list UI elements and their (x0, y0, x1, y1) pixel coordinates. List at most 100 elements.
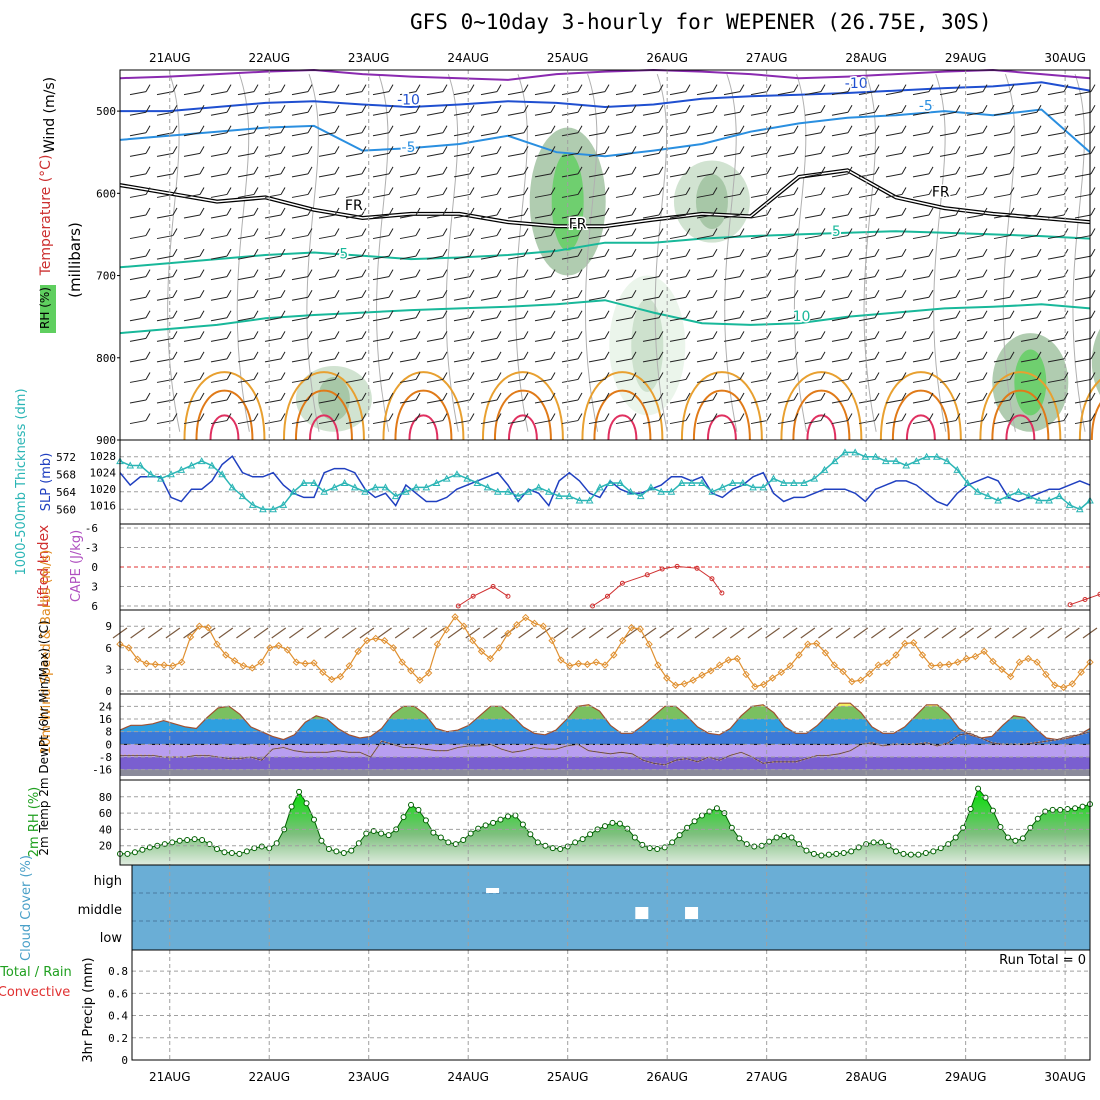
wind-barb (669, 399, 687, 404)
wind-barb (588, 152, 606, 157)
wind-speed-point (768, 674, 777, 682)
warm-isotherm-arc (408, 414, 439, 441)
wind-barb-flag (415, 413, 421, 421)
wind-barb-flag (577, 104, 583, 113)
wind-barb-flag (658, 146, 664, 154)
wind-barb (642, 132, 660, 137)
dewpoint-line-core (120, 731, 1091, 766)
wind-barb (993, 317, 1011, 322)
li-tick: -3 (85, 542, 98, 555)
wind-barb (777, 173, 795, 178)
wind-barb-flag (361, 228, 367, 236)
wind-barb (750, 152, 768, 157)
rh-contour (724, 73, 738, 432)
warm-isotherm-arc (183, 371, 266, 441)
date-tick-top: 26AUG (646, 51, 688, 65)
rh-point (430, 829, 437, 836)
wind-barb (615, 337, 633, 342)
rh-point (460, 836, 467, 843)
wind-barb (804, 378, 822, 383)
wind-barb (696, 276, 714, 281)
wind-barb-flag (334, 392, 340, 401)
thickness-point (1055, 492, 1064, 500)
wind-barb-flag (496, 310, 502, 319)
wind-barb-flag (334, 289, 340, 298)
wind-barb (939, 214, 957, 219)
temp-band (120, 706, 1090, 719)
wind-barb-flag (1090, 392, 1096, 401)
wind-barb (912, 214, 930, 219)
wind-speed-point (618, 636, 627, 645)
wind-barb (156, 358, 174, 363)
wind-barb (480, 132, 498, 137)
wind-barb (696, 214, 714, 219)
li-point (604, 593, 610, 599)
wind-barb-flag (712, 269, 718, 277)
wind-barb (696, 337, 714, 342)
thickness-point (391, 492, 400, 500)
rh-point (325, 845, 332, 852)
wind-barb-flag (469, 125, 475, 134)
wind-barb-flag (955, 413, 961, 421)
wind-barb (183, 193, 201, 198)
wind-barb (345, 91, 363, 96)
wind-speed-point (795, 651, 803, 659)
wind-barb (264, 91, 282, 96)
wind-speed-point (989, 657, 997, 666)
wind-barb (453, 214, 471, 219)
wind-barb-flag (550, 166, 556, 175)
wind-barb (264, 193, 282, 198)
thickness-tick: 568 (56, 468, 76, 481)
ylabel-temp2m: 2m Temp 2m DewPt (6hr Min/Max) (°C) (37, 620, 51, 855)
wind-barb-flag (226, 248, 232, 257)
wind-barb-flag (280, 248, 286, 257)
wind-barb (615, 378, 633, 383)
wind-barb (453, 152, 471, 157)
wind-barb-flag (1036, 125, 1042, 134)
wind-barb-flag (415, 187, 421, 195)
wind-barb (858, 276, 876, 281)
li-point (644, 572, 650, 578)
wind-speed-point (389, 644, 398, 652)
wind-barb (399, 91, 417, 96)
wind-barb (858, 378, 876, 383)
rh-point (557, 845, 564, 852)
wind-barb-flag (955, 84, 961, 92)
wind-barb-flag (604, 289, 610, 298)
temp-tick: -8 (99, 751, 112, 764)
wind-barb-flag (334, 372, 340, 380)
wind-barb-flag (874, 310, 880, 319)
wind-barb (345, 255, 363, 260)
wind-barb-flag (550, 269, 556, 277)
wind-barb (399, 214, 417, 219)
wind-barb-flag (469, 310, 475, 319)
wind-barb-flag (226, 104, 232, 113)
li-tick: 0 (91, 561, 98, 574)
wind-barb-flag (928, 125, 934, 134)
wind-barb-flag (874, 289, 880, 298)
wind-barb-flag (1063, 207, 1069, 216)
wind-barb-flag (334, 413, 340, 421)
li-tick: 6 (91, 600, 98, 613)
wind-barb (966, 214, 984, 219)
warm-isotherm-arc (282, 371, 365, 441)
wind-barb-flag (901, 207, 907, 216)
wind-speed-point (998, 665, 1006, 674)
wind-barb (426, 255, 444, 260)
wind-barb-flag (712, 331, 718, 339)
rh-point (952, 834, 959, 841)
wind-barb (777, 255, 795, 260)
wind-barb (1047, 193, 1065, 198)
wind-barb (642, 296, 660, 301)
wind-barb (561, 193, 579, 198)
wind-barb (966, 193, 984, 198)
wind-barb (291, 420, 309, 425)
wind-speed-point (654, 661, 662, 669)
wind-barb (696, 296, 714, 301)
wind-barb (615, 173, 633, 178)
thickness-point (289, 487, 298, 495)
wind-barb (588, 358, 606, 363)
wind-barb-flag (280, 372, 286, 380)
wind-barb-flag (496, 166, 502, 175)
